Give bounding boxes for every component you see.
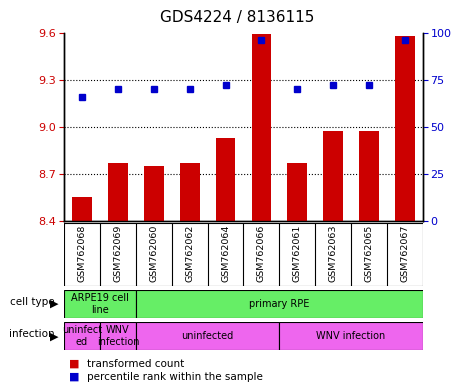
Text: GSM762064: GSM762064 [221,225,230,282]
Text: ■: ■ [69,372,79,382]
Text: GSM762068: GSM762068 [77,225,86,282]
Bar [359,131,379,221]
Text: transformed count: transformed count [87,359,184,369]
Bar [395,36,415,221]
Bar [64,290,136,318]
Text: cell type: cell type [10,297,54,307]
Text: WNV
infection: WNV infection [97,325,139,347]
Text: GSM762067: GSM762067 [400,225,409,282]
Bar [251,34,271,221]
Text: primary RPE: primary RPE [249,299,310,309]
Bar [72,197,92,221]
Bar [100,322,136,350]
Bar [180,163,200,221]
Bar [287,163,307,221]
Text: GSM762065: GSM762065 [364,225,373,282]
Text: GSM762063: GSM762063 [329,225,338,282]
Text: percentile rank within the sample: percentile rank within the sample [87,372,263,382]
Bar [279,322,423,350]
Text: ▶: ▶ [50,331,59,341]
Bar [323,131,343,221]
Text: WNV infection: WNV infection [316,331,386,341]
Text: GSM762061: GSM762061 [293,225,302,282]
Text: infection: infection [10,329,55,339]
Text: ■: ■ [69,359,79,369]
Bar [108,163,128,221]
Bar [64,322,100,350]
Text: uninfected: uninfected [181,331,234,341]
Text: GDS4224 / 8136115: GDS4224 / 8136115 [160,10,314,25]
Text: uninfect
ed: uninfect ed [62,325,102,347]
Bar [144,166,164,221]
Text: ▶: ▶ [50,299,59,309]
Text: GSM762069: GSM762069 [114,225,123,282]
Bar [136,322,279,350]
Text: GSM762062: GSM762062 [185,225,194,282]
Text: GSM762060: GSM762060 [149,225,158,282]
Bar [216,138,236,221]
Text: GSM762066: GSM762066 [257,225,266,282]
Text: ARPE19 cell
line: ARPE19 cell line [71,293,129,315]
Bar [136,290,423,318]
